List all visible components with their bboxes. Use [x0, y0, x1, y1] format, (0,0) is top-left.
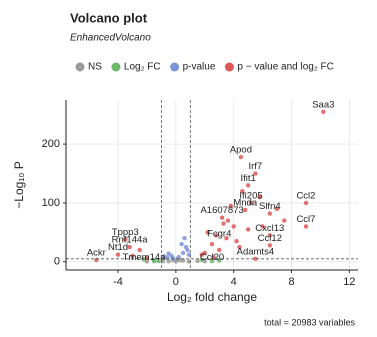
point	[225, 218, 231, 223]
legend-marker	[75, 62, 85, 72]
gene-label: Mnda	[233, 198, 257, 209]
point	[228, 203, 233, 209]
point	[238, 154, 244, 160]
point	[303, 224, 309, 229]
point	[211, 254, 216, 260]
gene-label: Slfn4	[259, 201, 281, 212]
gene-label: Ackr	[87, 248, 106, 259]
point	[130, 253, 135, 259]
point	[176, 254, 181, 260]
y-axis-label: −Log₁₀ P	[12, 161, 26, 208]
point	[234, 238, 239, 244]
point	[243, 207, 248, 213]
point	[199, 252, 205, 257]
y-tick-label: 100	[42, 197, 60, 209]
x-tick-label: 0	[173, 276, 179, 288]
point	[253, 256, 258, 262]
point	[214, 233, 219, 238]
point	[170, 256, 176, 261]
point	[274, 206, 280, 212]
point	[127, 244, 132, 250]
point	[267, 211, 273, 216]
x-axis-label: Log₂ fold change	[167, 290, 257, 304]
x-tick-label: 4	[231, 276, 237, 288]
gene-label: Rnf144a	[112, 235, 149, 246]
point	[303, 200, 309, 206]
point	[144, 256, 150, 261]
legend-label: NS	[88, 62, 102, 73]
point	[156, 258, 161, 264]
legend-marker	[224, 62, 234, 72]
point	[115, 252, 121, 257]
legend-label: p − value and log₂ FC	[237, 62, 333, 73]
point	[217, 258, 222, 263]
legend-label: p-value	[183, 62, 216, 73]
legend-marker	[170, 62, 180, 72]
point	[240, 188, 245, 194]
point	[260, 224, 265, 229]
point	[180, 250, 186, 256]
legend-marker	[111, 62, 121, 72]
point	[166, 258, 171, 264]
chart-subtitle: EnhancedVolcano	[70, 33, 151, 44]
point	[209, 258, 215, 264]
gene-label: Nt1d	[108, 242, 128, 253]
point	[137, 247, 142, 253]
gene-label: Irf7	[248, 161, 262, 172]
point	[217, 247, 222, 253]
gene-label: Ifi205	[239, 190, 262, 201]
gene-label: A1607873	[200, 205, 243, 216]
point	[231, 224, 236, 229]
x-tick-label: 8	[288, 276, 294, 288]
point	[245, 183, 251, 188]
point	[237, 244, 242, 250]
point	[224, 236, 229, 241]
point	[321, 109, 326, 114]
legend-label: Log₂ FC	[124, 62, 161, 73]
point	[195, 258, 200, 264]
gene-label: Ccl12	[258, 233, 282, 244]
point	[182, 236, 187, 241]
point	[282, 218, 287, 223]
gene-label: Ccl7	[296, 214, 315, 225]
point	[209, 241, 215, 247]
point	[267, 233, 273, 238]
point	[151, 258, 157, 263]
point	[267, 243, 273, 248]
y-tick-label: 200	[42, 138, 60, 150]
gene-label: Saa3	[312, 99, 334, 110]
point	[179, 241, 184, 247]
gene-label: Tppp3	[112, 227, 139, 238]
chart-title: Volcano plot	[70, 10, 148, 25]
point	[162, 254, 167, 259]
gene-label: Ccl20	[200, 252, 224, 263]
gene-label: Cxcl13	[255, 223, 284, 234]
gene-label: Tmem14a	[123, 252, 166, 263]
gene-label: Ccl2	[296, 190, 315, 201]
caption: total = 20983 variables	[264, 317, 355, 327]
point	[257, 194, 262, 200]
gene-label: Adamts4	[237, 246, 275, 257]
x-tick-label: 12	[343, 276, 355, 288]
x-tick-label: -4	[113, 276, 123, 288]
gene-label: Ifit1	[240, 173, 255, 184]
gene-label: Apod	[230, 145, 252, 156]
y-tick-label: 0	[54, 256, 60, 268]
point	[248, 200, 254, 206]
point	[183, 244, 189, 250]
gene-label: Fcgr4	[207, 229, 231, 240]
point	[205, 230, 210, 235]
point	[253, 171, 258, 176]
point	[221, 221, 226, 226]
point	[219, 215, 225, 220]
point	[123, 237, 128, 242]
point	[245, 227, 251, 232]
point	[166, 251, 171, 256]
